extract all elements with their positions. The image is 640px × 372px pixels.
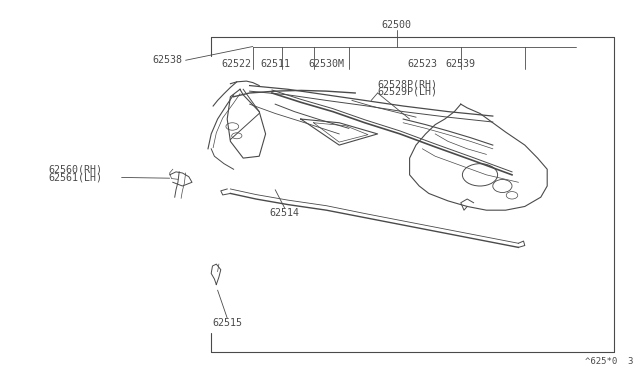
Text: 62511: 62511: [260, 59, 290, 69]
Text: 62528P(RH): 62528P(RH): [378, 79, 438, 89]
Text: 62561(LH): 62561(LH): [48, 172, 102, 182]
Text: 62560(RH): 62560(RH): [48, 165, 102, 175]
Text: 62514: 62514: [270, 208, 300, 218]
Text: 62539: 62539: [446, 59, 476, 69]
Text: 62529P(LH): 62529P(LH): [378, 87, 438, 97]
Text: 62523: 62523: [408, 59, 437, 69]
Text: 62522: 62522: [222, 59, 252, 69]
Text: 62500: 62500: [382, 20, 412, 30]
Text: 62538: 62538: [152, 55, 182, 65]
Text: 62530M: 62530M: [308, 59, 344, 69]
Text: 62515: 62515: [212, 318, 242, 328]
Text: ^625*0  3: ^625*0 3: [585, 357, 634, 366]
